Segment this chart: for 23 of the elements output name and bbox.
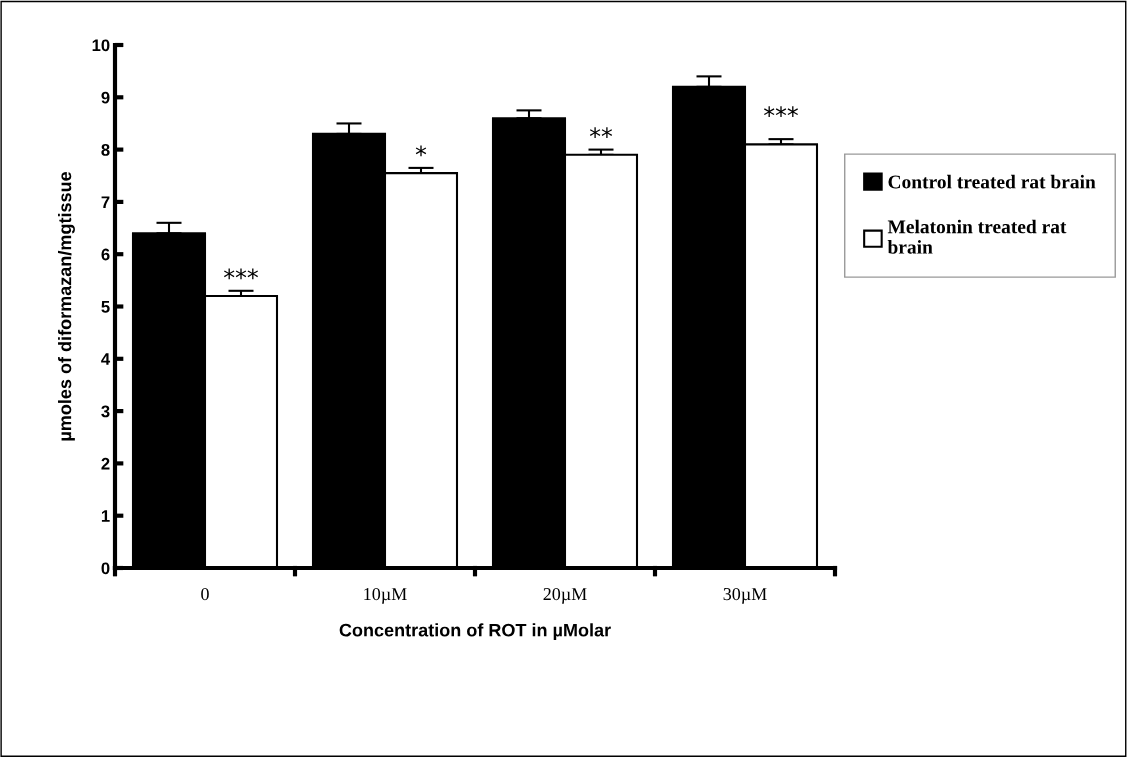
y-tick-label: 9 (101, 91, 110, 104)
annotation: ** (589, 127, 613, 138)
legend-label: Melatonin treated rat brain (887, 219, 1067, 254)
annotation: *** (764, 106, 798, 118)
y-tick-label: 10 (92, 39, 110, 52)
y-tick-label: 4 (101, 353, 111, 365)
y-tick-label: 7 (101, 196, 110, 208)
x-tick-label: 0 (201, 587, 209, 601)
y-tick-label: 1 (101, 510, 110, 522)
y-tick-label: 8 (101, 144, 110, 156)
x-tick-label: 30µM (723, 587, 767, 604)
x-axis-title: Concentration of ROT in µMolar (339, 623, 611, 641)
annotation: *** (224, 268, 258, 280)
y-tick-label: 3 (101, 405, 110, 418)
y-axis-title: µmoles of diformazan/mgtissue (58, 171, 75, 441)
y-tick-label: 0 (101, 562, 110, 575)
y-tick-label: 6 (101, 248, 110, 261)
x-tick-label: 10µM (364, 587, 407, 604)
y-tick-label: 5 (101, 301, 110, 313)
legend-label: Control treated rat brain (888, 174, 1096, 189)
x-tick-label: 20µM (543, 587, 587, 604)
y-tick-label: 2 (101, 457, 110, 470)
annotation: * (415, 145, 427, 157)
